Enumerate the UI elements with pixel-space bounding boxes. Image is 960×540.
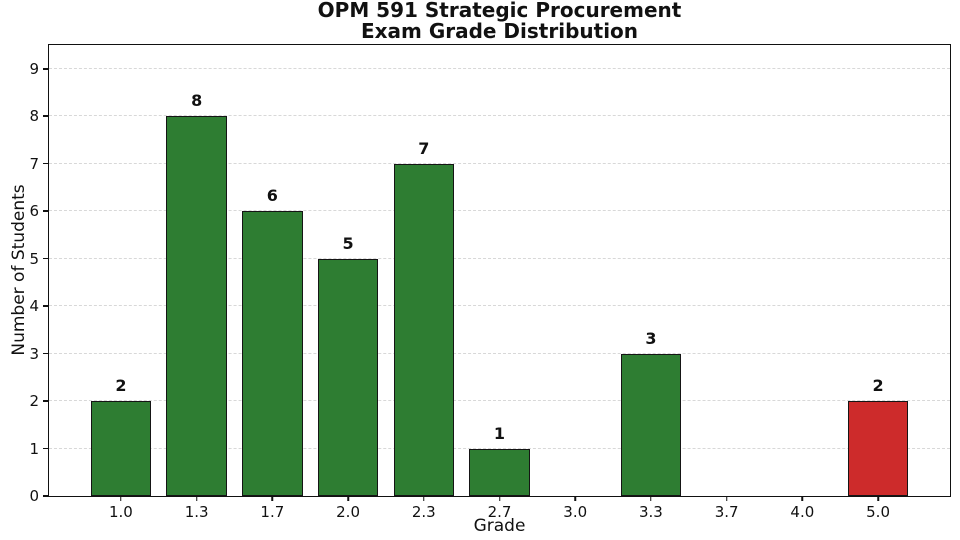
chart-title: OPM 591 Strategic Procurement [317,0,682,22]
y-tick-mark-5 [42,257,48,260]
bar-5.0 [847,401,909,496]
x-tick-label-1.3: 1.3 [184,503,209,521]
bar-value-label-2.3: 7 [418,138,430,158]
y-tick-mark-3 [42,352,48,355]
y-tick-mark-2 [42,400,48,402]
x-tick-label-3.7: 3.7 [714,503,739,521]
gridline-y-4 [49,305,950,307]
y-tick-mark-1 [42,447,48,450]
chart-subtitle: Exam Grade Distribution [360,19,639,43]
x-tick-mark-1.0 [120,496,122,501]
bar-value-label-5.0: 2 [872,376,884,396]
x-tick-mark-3.7 [725,496,728,501]
y-tick-label-1: 1 [29,439,39,458]
y-tick-label-8: 8 [29,107,39,126]
bar-2.0 [317,258,379,496]
bar-value-label-1.7: 6 [266,186,278,206]
bar-value-label-1.3: 8 [191,91,203,111]
plot-area: 0 1 2 3 4 5 6 7 8 9 2 1.0 8 1.3 6 1.7 5 2.0 7 2.3 1 2.7 3.0 3 3.… [29,44,951,521]
y-tick-label-5: 5 [29,249,39,268]
x-tick-label-2.7: 2.7 [487,503,512,521]
bar-2.7 [469,448,530,496]
x-tick-label-3.0: 3.0 [563,503,588,521]
gridline-y-2 [49,400,950,402]
bar-2.3 [393,163,455,496]
y-tick-mark-8 [42,115,48,117]
x-tick-mark-4.0 [801,496,804,501]
gridline-y-7 [49,162,950,164]
y-tick-label-2: 2 [29,392,39,411]
x-tick-label-1.7: 1.7 [260,503,285,521]
bar-1.3 [166,116,227,496]
x-tick-label-2.3: 2.3 [411,503,436,521]
y-tick-mark-0 [42,495,48,497]
gridline-y-8 [49,115,950,117]
bar-3.3 [620,353,682,496]
x-tick-label-3.3: 3.3 [638,503,663,521]
bar-value-label-3.3: 3 [645,328,657,348]
x-tick-mark-2.3 [423,496,425,501]
x-tick-mark-1.7 [271,496,274,501]
x-tick-mark-1.3 [195,496,198,501]
bar-value-label-2.7: 1 [493,423,506,443]
x-axis-label: Grade [473,516,526,536]
y-tick-label-4: 4 [29,297,39,316]
gridline-y-6 [49,210,950,212]
x-tick-mark-2.7 [498,496,501,501]
gridline-y-5 [49,257,950,259]
x-tick-label-1.0: 1.0 [108,503,133,521]
y-tick-label-0: 0 [29,487,39,505]
y-tick-mark-7 [42,162,48,165]
x-tick-label-5.0: 5.0 [866,503,890,521]
y-axis-label: Number of Students [9,184,29,356]
y-tick-label-3: 3 [29,344,39,363]
bar-1.0 [90,401,152,496]
y-tick-mark-6 [42,210,48,212]
gridline-y-3 [49,352,950,354]
bar-value-label-2.0: 5 [342,233,354,253]
gridline-y-9 [49,67,950,69]
y-tick-label-6: 6 [29,202,39,221]
gridline-y-1 [49,447,950,449]
bar-1.7 [242,211,303,496]
x-tick-mark-3.0 [574,496,576,501]
y-tick-mark-9 [42,68,48,70]
y-tick-mark-4 [42,305,48,307]
bar-value-label-1.0: 2 [115,376,127,396]
x-tick-mark-3.3 [650,496,652,501]
x-tick-label-4.0: 4.0 [790,503,815,521]
y-tick-label-9: 9 [29,59,39,78]
y-tick-label-7: 7 [29,154,39,173]
chart-title-block: OPM 591 Strategic Procurement Exam Grade… [48,0,951,42]
x-tick-label-2.0: 2.0 [336,503,360,521]
x-tick-mark-5.0 [877,496,879,501]
x-tick-mark-2.0 [347,496,349,501]
